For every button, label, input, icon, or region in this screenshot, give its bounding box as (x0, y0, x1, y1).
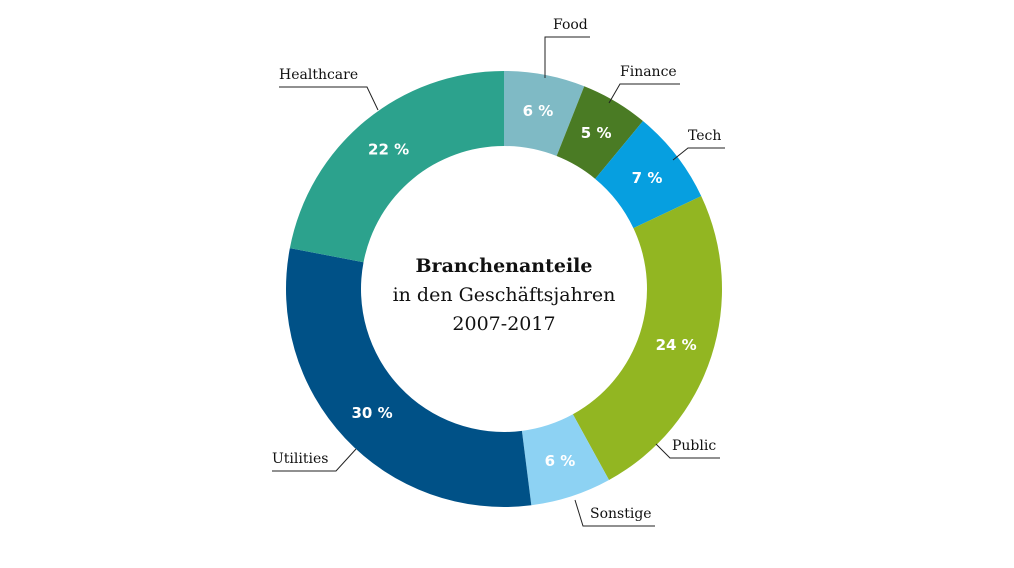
slice-sonstige (521, 414, 610, 506)
slice-healthcare (289, 71, 504, 263)
chart-title: Branchenanteile (416, 255, 593, 277)
category-label-public: Public (672, 438, 716, 454)
value-label-sonstige: 6 % (545, 452, 576, 470)
value-label-food: 6 % (523, 102, 554, 120)
value-label-utilities: 30 % (351, 404, 392, 422)
slice-food (504, 71, 585, 157)
value-label-finance: 5 % (581, 124, 612, 142)
slice-tech (595, 121, 702, 229)
category-label-healthcare: Healthcare (279, 67, 358, 83)
leader-line-finance (608, 83, 680, 104)
chart-subtitle-line-1: in den Geschäftsjahren (393, 284, 616, 306)
value-label-tech: 7 % (632, 169, 663, 187)
leader-line-food (544, 36, 590, 78)
chart-subtitle-line-2: 2007-2017 (452, 313, 555, 335)
category-label-tech: Tech (688, 128, 721, 144)
value-label-public: 24 % (656, 336, 697, 354)
category-label-utilities: Utilities (272, 451, 328, 467)
slice-finance (556, 86, 643, 179)
slice-utilities (285, 248, 532, 507)
category-label-food: Food (553, 17, 588, 33)
leader-line-sonstige (574, 499, 655, 527)
leader-line-healthcare (279, 86, 379, 111)
leader-line-tech (672, 147, 725, 161)
leader-line-utilities (272, 448, 357, 472)
category-label-sonstige: Sonstige (590, 506, 652, 522)
slice-public (572, 196, 722, 481)
category-label-finance: Finance (620, 64, 677, 80)
leader-line-public (655, 443, 720, 459)
value-label-healthcare: 22 % (368, 141, 409, 159)
